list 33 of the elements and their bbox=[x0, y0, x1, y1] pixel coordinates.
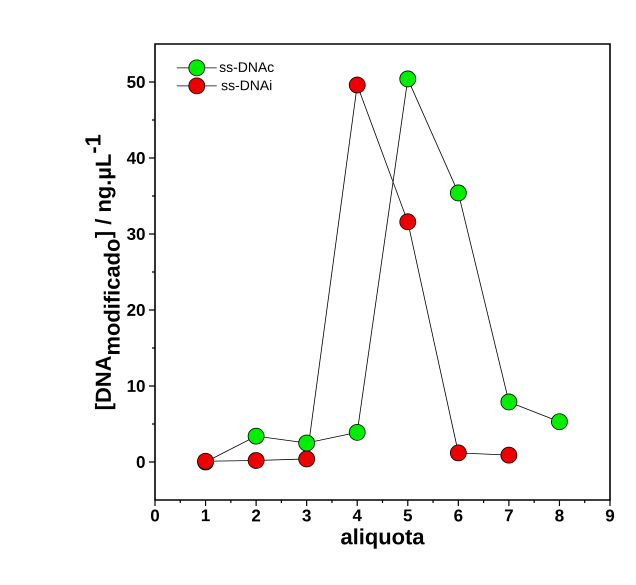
point bbox=[450, 184, 467, 202]
point bbox=[348, 424, 366, 441]
x-tick-label: 1 bbox=[202, 510, 210, 522]
point bbox=[551, 413, 568, 430]
x-tick-label: 2 bbox=[252, 510, 260, 522]
point bbox=[248, 452, 265, 469]
x-tick-label: 6 bbox=[454, 510, 462, 522]
x-tick-label: 7 bbox=[504, 510, 513, 522]
y-tick-label: 10 bbox=[128, 380, 145, 392]
point bbox=[298, 450, 316, 468]
x-tick-label: 3 bbox=[302, 510, 311, 522]
x-tick-label: 9 bbox=[606, 510, 614, 522]
point bbox=[399, 213, 416, 230]
point bbox=[450, 444, 467, 462]
x-tick-label: 4 bbox=[352, 510, 362, 522]
point bbox=[500, 446, 518, 464]
legend-label: ss-DNAi bbox=[222, 80, 272, 90]
point bbox=[348, 76, 366, 94]
x-axis-title: aliquota bbox=[341, 528, 425, 549]
x-tick-label: 8 bbox=[555, 510, 564, 522]
x-tick-label: 5 bbox=[404, 510, 412, 522]
y-tick-label: 50 bbox=[127, 76, 145, 88]
point bbox=[500, 394, 518, 410]
point bbox=[399, 70, 416, 88]
y-tick-label: 40 bbox=[126, 152, 145, 164]
legend-label: ss-DNAc bbox=[220, 62, 274, 72]
x-tick-label: 0 bbox=[150, 510, 160, 522]
point bbox=[248, 428, 265, 445]
y-tick-label: 0 bbox=[136, 456, 145, 468]
point bbox=[298, 434, 316, 452]
y-tick-label: 30 bbox=[127, 228, 145, 240]
y-axis-title: $\textbf{[DNA}_{\textbf{modificado}}\textbf{] / ng.µL}^{\textbf{-1}}$ bbox=[85, 134, 120, 410]
y-tick-label: 20 bbox=[127, 304, 145, 316]
